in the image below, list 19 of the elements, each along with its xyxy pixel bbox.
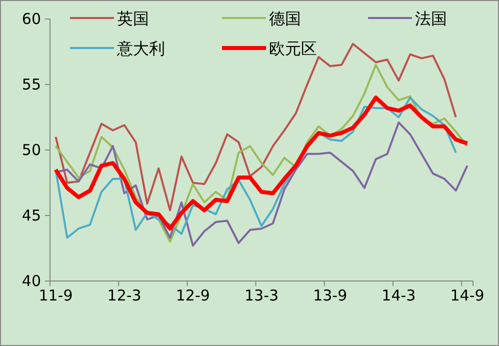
x-tick-label: 11-9 <box>38 286 73 305</box>
x-tick-label: 13-9 <box>313 286 348 305</box>
legend-label: 欧元区 <box>269 39 317 58</box>
line-series <box>54 64 468 243</box>
line-series <box>54 42 457 212</box>
y-tick-label: 50 <box>22 140 41 159</box>
y-tick-label: 40 <box>22 272 41 290</box>
y-tick-label: 60 <box>22 10 41 28</box>
legend-label: 英国 <box>117 9 149 28</box>
x-tick-label: 13-3 <box>244 286 279 305</box>
legend-label: 法国 <box>415 9 447 28</box>
y-tick-label: 55 <box>22 75 41 94</box>
x-tick-label: 12-9 <box>176 286 210 305</box>
x-tick-label: 14-3 <box>382 286 416 305</box>
x-tick-label: 12-3 <box>107 286 142 305</box>
y-tick-label: 45 <box>22 206 41 224</box>
legend-label: 意大利 <box>116 39 165 58</box>
legend-label: 德国 <box>269 9 301 28</box>
x-tick-label: 14-9 <box>450 286 484 305</box>
